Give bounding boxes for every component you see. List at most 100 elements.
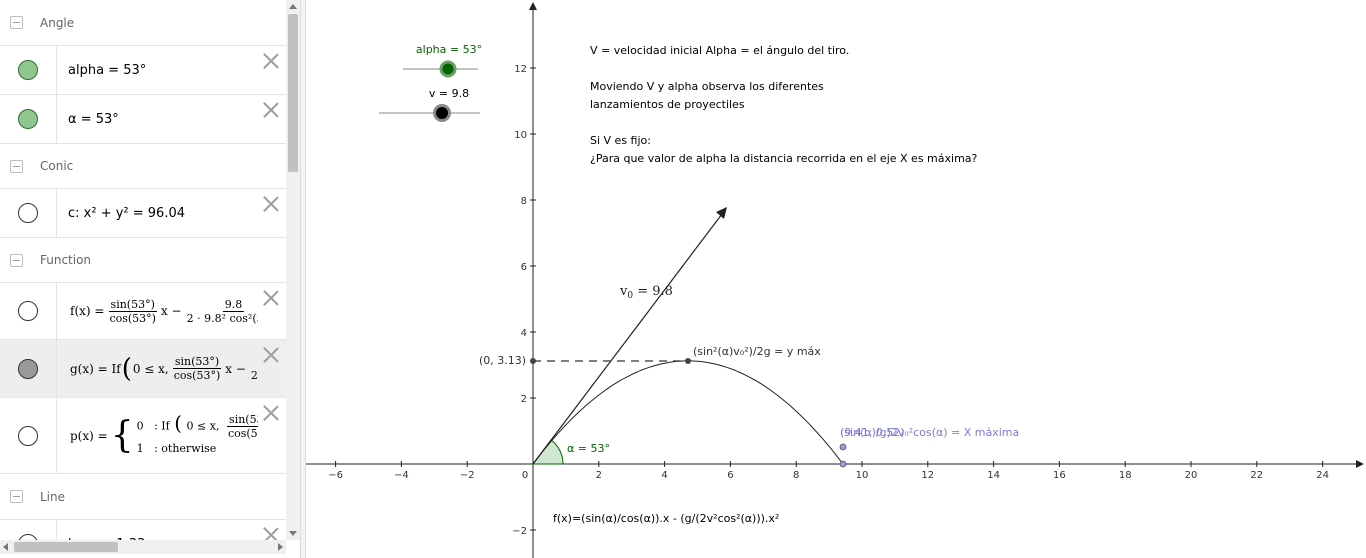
delete-icon[interactable] bbox=[262, 195, 280, 213]
y-tick-label: 10 bbox=[514, 130, 527, 141]
algebra-item-text[interactable]: c: x² + y² = 96.04 bbox=[68, 205, 185, 221]
case-condition: : otherwise bbox=[154, 442, 217, 455]
brace-glyph: { bbox=[110, 414, 134, 456]
xmax-axis-point[interactable] bbox=[839, 460, 847, 468]
function-formula-label: f(x)=(sin(α)/cos(α)).x - (g/(2v²cos²(α))… bbox=[553, 512, 779, 525]
marble-icon[interactable] bbox=[18, 60, 38, 80]
paren-glyph: ( bbox=[174, 410, 183, 435]
algebra-item-g[interactable]: g(x) = If ( 0 ≤ x, sin(53°) cos(53°) x − … bbox=[0, 340, 286, 398]
scroll-up-icon[interactable] bbox=[289, 4, 297, 9]
x-tick-label: 12 bbox=[921, 470, 934, 481]
y-tick-label: 4 bbox=[521, 328, 527, 339]
x-tick-label: 20 bbox=[1185, 470, 1198, 481]
delete-icon[interactable] bbox=[262, 346, 280, 364]
marble-icon[interactable] bbox=[18, 301, 38, 321]
slider-v-knob[interactable] bbox=[433, 104, 451, 122]
algebra-item-formula[interactable]: g(x) = If ( 0 ≤ x, sin(53°) cos(53°) x − … bbox=[70, 340, 258, 397]
velocity-vector[interactable] bbox=[532, 213, 723, 465]
group-header-line[interactable]: Line bbox=[0, 474, 286, 520]
group-header-function[interactable]: Function bbox=[0, 238, 286, 283]
scrollbar-thumb[interactable] bbox=[14, 542, 118, 552]
group-header-conic[interactable]: Conic bbox=[0, 144, 286, 189]
panel-splitter[interactable] bbox=[300, 0, 306, 558]
visibility-toggle[interactable] bbox=[0, 398, 57, 473]
case-value: 0 bbox=[136, 419, 144, 433]
denominator: 2 · 9.8² cos²(53°) bbox=[186, 311, 258, 325]
note-line-3: lanzamientos de proyectiles bbox=[590, 98, 745, 111]
ymax-vertex-point[interactable] bbox=[685, 358, 691, 364]
collapse-icon[interactable] bbox=[10, 490, 23, 503]
collapse-icon[interactable] bbox=[10, 16, 23, 29]
fraction: 2 · 9.8² bbox=[249, 355, 258, 382]
formula-prefix: f(x) = bbox=[70, 304, 105, 318]
slider-alpha-label: alpha = 53° bbox=[416, 43, 482, 56]
fraction: sin(53°)cos(53°) bbox=[226, 413, 258, 440]
delete-icon[interactable] bbox=[262, 101, 280, 119]
delete-icon[interactable] bbox=[262, 526, 280, 540]
formula-prefix: p(x) = bbox=[70, 428, 108, 443]
algebra-item-text[interactable]: α = 53° bbox=[68, 111, 119, 127]
note-line-1: V = velocidad inicial Alpha = el ángulo … bbox=[590, 44, 849, 57]
x-tick-label: 18 bbox=[1119, 470, 1132, 481]
marble-icon[interactable] bbox=[18, 358, 38, 379]
denominator: cos(53°) bbox=[173, 369, 221, 382]
delete-icon[interactable] bbox=[262, 52, 280, 70]
angle-label: α = 53° bbox=[567, 442, 610, 455]
graphics-view[interactable]: −6 −4 −2 0 2 4 6 8 10 12 14 16 18 20 22 24 −2 2 4 6 8 10 12 a… bbox=[306, 0, 1366, 558]
visibility-toggle[interactable] bbox=[0, 340, 57, 397]
formula-prefix: g(x) = If bbox=[70, 361, 121, 376]
denominator: cos(53°) bbox=[109, 311, 156, 325]
ymax-point-label: (0, 3.13) bbox=[479, 354, 526, 367]
delete-icon[interactable] bbox=[262, 289, 280, 307]
case-row-2: 1 : otherwise bbox=[137, 440, 258, 458]
horizontal-scrollbar[interactable] bbox=[0, 540, 286, 554]
delete-icon[interactable] bbox=[262, 404, 280, 422]
x-tick-label: 16 bbox=[1053, 470, 1066, 481]
denominator: cos(53°) bbox=[227, 427, 258, 440]
visibility-toggle[interactable] bbox=[0, 283, 57, 339]
marble-icon[interactable] bbox=[18, 425, 38, 446]
slider-alpha-knob[interactable] bbox=[439, 60, 457, 78]
visibility-toggle[interactable] bbox=[0, 520, 57, 540]
algebra-item-line[interactable]: h: ... = 1.33 bbox=[0, 520, 286, 540]
case-condition: : If bbox=[154, 419, 170, 433]
scroll-right-icon[interactable] bbox=[278, 543, 283, 551]
numerator: sin(53°) bbox=[172, 355, 222, 369]
visibility-toggle[interactable] bbox=[0, 189, 57, 237]
vertical-scrollbar[interactable] bbox=[286, 0, 300, 540]
scroll-down-icon[interactable] bbox=[289, 531, 297, 536]
marble-icon[interactable] bbox=[18, 109, 38, 129]
formula-term: x − bbox=[225, 361, 246, 376]
collapse-icon[interactable] bbox=[10, 253, 23, 267]
formula-condition: 0 ≤ x, bbox=[132, 361, 169, 376]
slider-v-label: v = 9.8 bbox=[429, 87, 469, 100]
algebra-item-text[interactable]: h: ... = 1.33 bbox=[68, 520, 258, 541]
x-tick-label: −2 bbox=[460, 470, 475, 481]
algebra-item-circle[interactable]: c: x² + y² = 96.04 bbox=[0, 189, 286, 238]
algebra-item-formula[interactable]: p(x) = { 0 : If ( 0 ≤ x, sin(53°)cos(53°… bbox=[70, 398, 258, 473]
case-value: 1 bbox=[136, 442, 144, 455]
visibility-toggle[interactable] bbox=[0, 95, 57, 143]
algebra-item-text[interactable]: alpha = 53° bbox=[68, 62, 147, 78]
y-axis-arrow-icon bbox=[529, 2, 537, 10]
algebra-item-p[interactable]: p(x) = { 0 : If ( 0 ≤ x, sin(53°)cos(53°… bbox=[0, 398, 286, 474]
collapse-icon[interactable] bbox=[10, 159, 23, 173]
algebra-item-f[interactable]: f(x) = sin(53°) cos(53°) x − 9.8 2 · 9.8² … bbox=[0, 283, 286, 340]
x-tick-label: 6 bbox=[727, 470, 733, 481]
x-axis-arrow-icon bbox=[1356, 460, 1364, 468]
denominator: 2 · 9.8² bbox=[250, 369, 258, 382]
ymax-axis-point[interactable] bbox=[530, 358, 536, 364]
xmax-marker-point[interactable] bbox=[839, 443, 847, 451]
algebra-item-formula[interactable]: f(x) = sin(53°) cos(53°) x − 9.8 2 · 9.8² … bbox=[70, 283, 258, 339]
scroll-left-icon[interactable] bbox=[3, 543, 8, 551]
group-header-angle[interactable]: Angle bbox=[0, 0, 286, 46]
algebra-list[interactable]: Angle alpha = 53° α = 53° Conic c: x² + … bbox=[0, 0, 286, 540]
algebra-item-greek-alpha[interactable]: α = 53° bbox=[0, 95, 286, 144]
x-tick-label: −6 bbox=[328, 470, 343, 481]
scrollbar-thumb[interactable] bbox=[288, 14, 298, 172]
algebra-item-alpha[interactable]: alpha = 53° bbox=[0, 46, 286, 95]
visibility-toggle[interactable] bbox=[0, 46, 57, 94]
marble-icon[interactable] bbox=[18, 203, 38, 223]
vector-label: v0 = 9.8 bbox=[619, 284, 673, 301]
